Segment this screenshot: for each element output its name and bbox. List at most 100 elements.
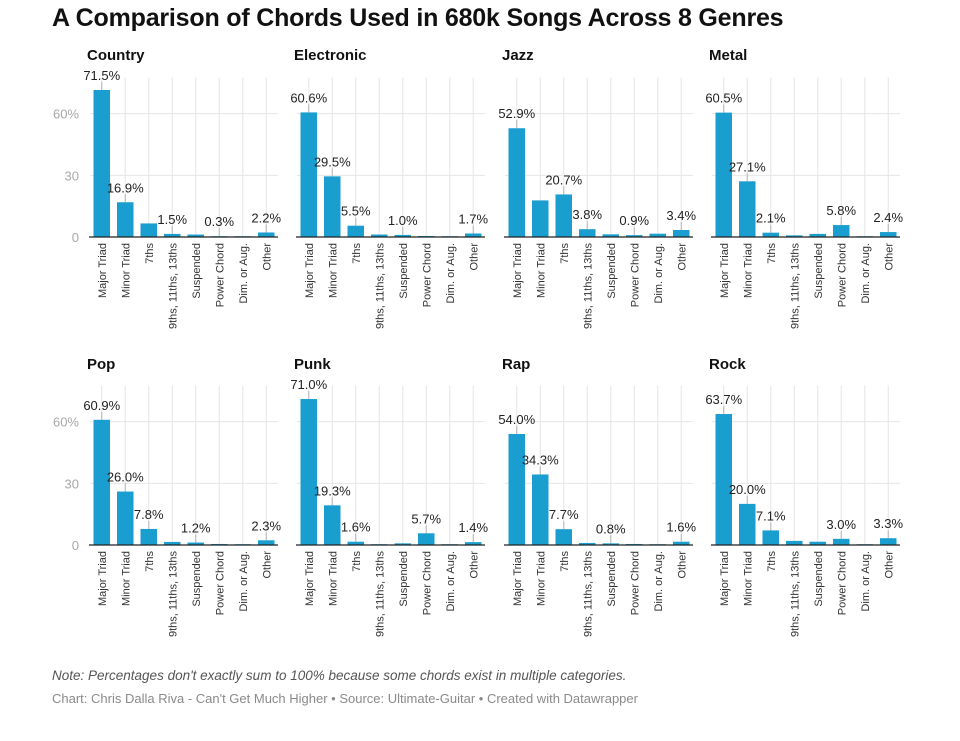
pop-x-tick-label: 9ths, 11ths, 13ths xyxy=(167,551,179,638)
jazz-x-tick-label: Major Triad xyxy=(512,243,524,298)
pop-x-tick-label: Dim. or Aug. xyxy=(238,551,250,612)
pop-x-tick-label: Minor Triad xyxy=(120,551,132,606)
metal-x-tick-label: Power Chord xyxy=(836,243,848,307)
punk-bar-suspended xyxy=(394,543,411,545)
rock-x-tick-label: Power Chord xyxy=(836,551,848,615)
metal-panel-title: Metal xyxy=(709,47,747,64)
pop-data-label: 2.3% xyxy=(251,518,281,533)
rock-bar-9ths-11ths-13ths xyxy=(786,540,803,545)
country-x-tick-label: 9ths, 11ths, 13ths xyxy=(167,243,179,330)
rap-panel-title: Rap xyxy=(502,356,530,373)
rap-bar-major-triad xyxy=(508,433,525,545)
metal-data-label: 2.4% xyxy=(873,210,903,225)
rap-x-tick-label: Suspended xyxy=(606,551,618,607)
rap-x-tick-label: 7ths xyxy=(559,551,571,572)
footnote: Note: Percentages don't exactly sum to 1… xyxy=(52,668,627,683)
electronic-x-tick-label: Minor Triad xyxy=(327,243,339,298)
pop-data-label: 26.0% xyxy=(107,470,144,485)
jazz-x-tick-label: Other xyxy=(676,243,688,271)
metal-data-label: 2.1% xyxy=(756,211,786,226)
pop-x-tick-label: Power Chord xyxy=(214,551,226,615)
rock-x-tick-label: Other xyxy=(883,551,895,579)
punk-bar-other xyxy=(465,542,482,545)
pop-y-tick-label: 0 xyxy=(72,538,79,553)
rap-bar-9ths-11ths-13ths xyxy=(579,542,596,545)
rap-bar-other xyxy=(673,541,690,545)
jazz-x-tick-label: Dim. or Aug. xyxy=(653,243,665,304)
country-bar-minor-triad xyxy=(117,202,134,237)
punk-x-tick-label: 9ths, 11ths, 13ths xyxy=(374,551,386,638)
jazz-x-tick-label: 9ths, 11ths, 13ths xyxy=(582,243,594,330)
electronic-x-tick-label: Other xyxy=(468,243,480,271)
rap-bar-7ths xyxy=(555,529,572,545)
metal-bar-major-triad xyxy=(715,112,732,237)
metal-x-tick-label: Other xyxy=(883,243,895,271)
rap-x-tick-label: Dim. or Aug. xyxy=(653,551,665,612)
electronic-bar-9ths-11ths-13ths xyxy=(371,234,388,237)
country-bar-suspended xyxy=(187,234,204,237)
rock-x-tick-label: Suspended xyxy=(813,551,825,607)
jazz-data-label: 52.9% xyxy=(498,106,535,121)
rock-x-tick-label: 7ths xyxy=(766,551,778,572)
rap-bar-suspended xyxy=(602,543,619,545)
jazz-bar-major-triad xyxy=(508,128,525,237)
jazz-bar-9ths-11ths-13ths xyxy=(579,229,596,237)
metal-bar-9ths-11ths-13ths xyxy=(786,235,803,237)
punk-data-label: 1.6% xyxy=(341,520,371,535)
punk-x-tick-label: Power Chord xyxy=(421,551,433,615)
jazz-data-label: 20.7% xyxy=(545,172,582,187)
pop-bar-minor-triad xyxy=(117,491,134,545)
pop-bar-other xyxy=(258,540,275,545)
jazz-bar-suspended xyxy=(602,234,619,237)
punk-x-tick-label: Minor Triad xyxy=(327,551,339,606)
metal-data-label: 60.5% xyxy=(705,91,742,106)
rock-data-label: 63.7% xyxy=(705,392,742,407)
pop-bar-suspended xyxy=(187,542,204,545)
electronic-data-label: 5.5% xyxy=(341,204,371,219)
country-panel-title: Country xyxy=(87,47,145,64)
pop-x-tick-label: Suspended xyxy=(191,551,203,607)
metal-bar-other xyxy=(880,232,897,237)
rock-data-label: 3.3% xyxy=(873,516,903,531)
metal-x-tick-label: Dim. or Aug. xyxy=(860,243,872,304)
rap-x-tick-label: Other xyxy=(676,551,688,579)
pop-panel-title: Pop xyxy=(87,356,115,373)
rock-bar-suspended xyxy=(809,541,826,545)
punk-bar-7ths xyxy=(347,541,364,545)
punk-data-label: 19.3% xyxy=(314,483,351,498)
punk-bar-minor-triad xyxy=(324,505,341,545)
pop-x-tick-label: Major Triad xyxy=(97,551,109,606)
rock-x-tick-label: Minor Triad xyxy=(742,551,754,606)
electronic-data-label: 60.6% xyxy=(290,90,327,105)
pop-data-label: 7.8% xyxy=(134,507,164,522)
punk-data-label: 5.7% xyxy=(411,511,441,526)
rap-x-tick-label: Major Triad xyxy=(512,551,524,606)
electronic-panel-title: Electronic xyxy=(294,47,367,64)
chart-title: A Comparison of Chords Used in 680k Song… xyxy=(52,4,784,32)
country-data-label: 0.3% xyxy=(204,214,234,229)
punk-data-label: 71.0% xyxy=(290,377,327,392)
rap-data-label: 7.7% xyxy=(549,507,579,522)
country-data-label: 2.2% xyxy=(251,210,281,225)
jazz-bar-power-chord xyxy=(626,235,643,237)
country-x-tick-label: 7ths xyxy=(144,243,156,264)
punk-x-tick-label: Other xyxy=(468,551,480,579)
metal-bar-power-chord xyxy=(833,225,850,237)
pop-data-label: 60.9% xyxy=(83,398,120,413)
punk-bar-major-triad xyxy=(300,399,317,545)
source-credit: Chart: Chris Dalla Riva - Can't Get Much… xyxy=(52,691,638,706)
rap-x-tick-label: Power Chord xyxy=(629,551,641,615)
pop-y-tick-label: 30 xyxy=(65,476,79,491)
rock-data-label: 3.0% xyxy=(826,517,856,532)
metal-bar-suspended xyxy=(809,233,826,237)
electronic-bar-major-triad xyxy=(300,112,317,237)
country-x-tick-label: Minor Triad xyxy=(120,243,132,298)
pop-x-tick-label: Other xyxy=(261,551,273,579)
metal-x-tick-label: 9ths, 11ths, 13ths xyxy=(789,243,801,330)
pop-bar-9ths-11ths-13ths xyxy=(164,541,181,545)
jazz-x-tick-label: Suspended xyxy=(606,243,618,299)
jazz-bar-minor-triad xyxy=(532,200,549,237)
metal-x-tick-label: Major Triad xyxy=(719,243,731,298)
electronic-x-tick-label: 7ths xyxy=(351,243,363,264)
